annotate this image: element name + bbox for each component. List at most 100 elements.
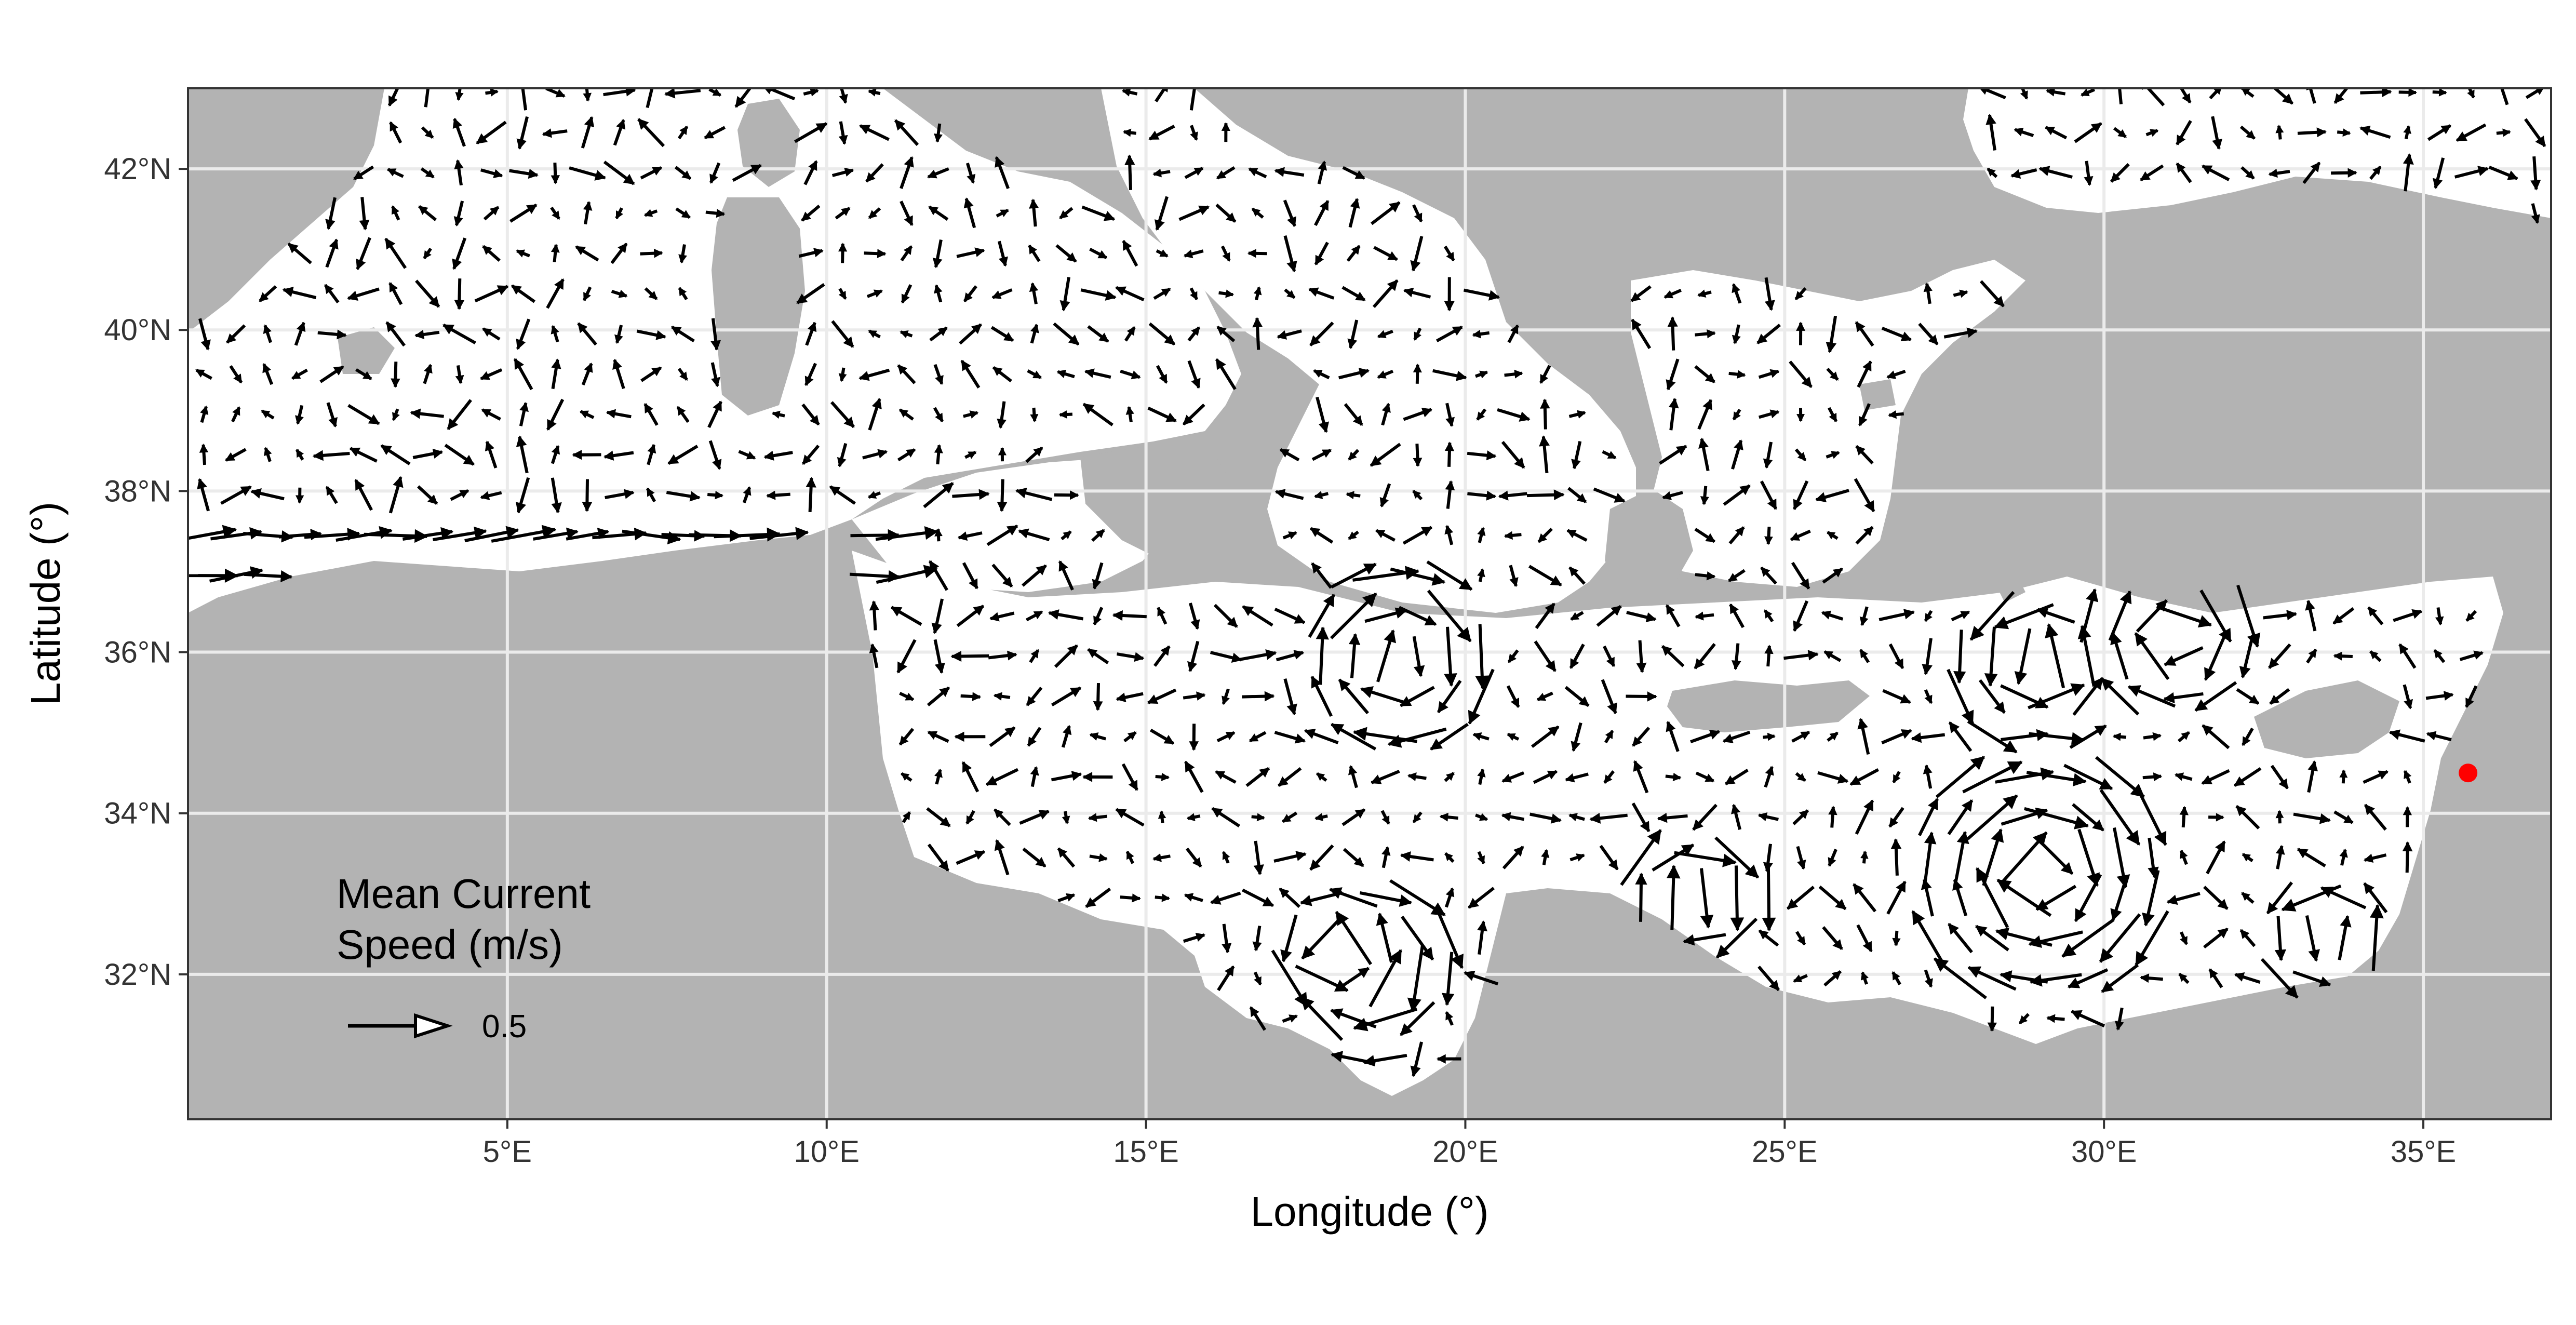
current-arrow-head <box>810 88 819 97</box>
current-arrow-head <box>871 398 882 409</box>
current-arrow-head <box>222 525 237 539</box>
current-arrow-head <box>711 377 720 387</box>
current-arrow-head <box>2340 915 2352 928</box>
current-arrow-head <box>2334 93 2344 104</box>
current-arrow-head <box>643 209 653 217</box>
current-arrow-head <box>1987 1022 1997 1032</box>
current-arrow-head <box>616 119 626 130</box>
current-arrow-head <box>618 243 627 253</box>
y-tick-label: 36°N <box>104 636 171 670</box>
current-arrow-head <box>2142 912 2155 927</box>
current-arrow-head <box>2003 795 2018 809</box>
current-arrow-head <box>678 254 687 264</box>
current-arrow-head <box>1400 851 1411 862</box>
current-arrow-head <box>440 527 454 540</box>
current-arrow-head <box>514 358 525 370</box>
current-arrow-head <box>1097 250 1108 259</box>
current-arrow-head <box>681 210 691 219</box>
current-arrow-head <box>1249 733 1259 742</box>
current-arrow-head <box>2403 125 2411 134</box>
current-arrow-head <box>455 374 464 384</box>
current-arrow-head <box>1027 737 1037 747</box>
current-arrow-head <box>801 211 811 221</box>
current-arrow-head <box>296 449 304 458</box>
current-arrow-head <box>648 291 658 300</box>
current-arrow-head <box>838 243 848 252</box>
current-arrow-head <box>2347 168 2357 178</box>
current-arrow-head <box>2209 968 2218 979</box>
islands <box>338 99 2399 758</box>
current-arrow-head <box>575 246 586 256</box>
current-arrow-head <box>1764 645 1774 654</box>
current-arrow-head <box>2381 88 2392 98</box>
current-arrow-head <box>1134 652 1145 662</box>
current-arrow-head <box>519 401 529 412</box>
current-arrow-head <box>1058 410 1067 419</box>
current-arrow-head <box>1672 772 1682 782</box>
island-mallorca <box>338 327 395 374</box>
current-arrow-head <box>841 207 851 216</box>
current-arrow-head <box>1252 317 1263 328</box>
current-arrow-head <box>1731 804 1741 814</box>
current-arrow-head <box>2110 908 2122 921</box>
legend-title-line1: Mean Current <box>337 871 591 917</box>
current-arrow-head <box>1886 370 1897 379</box>
current-arrow <box>2309 88 2316 104</box>
current-arrow-head <box>1540 398 1550 409</box>
current-arrow-head <box>1159 373 1168 384</box>
current-arrow-head <box>612 358 622 370</box>
current-arrow-head <box>1352 415 1363 426</box>
current-arrow-head <box>810 414 820 426</box>
current-arrow-head <box>1282 814 1292 822</box>
current-arrow-head <box>584 363 593 373</box>
current-arrow-head <box>226 333 237 344</box>
current-arrow-head <box>1640 821 1649 833</box>
current-arrow-head <box>837 457 847 467</box>
current-arrow-head <box>890 606 903 617</box>
current-arrow-head <box>1410 1065 1421 1077</box>
current-arrow-head <box>1479 370 1488 379</box>
current-arrow-head <box>1912 910 1925 926</box>
current-arrow-head <box>455 92 464 101</box>
current-arrow-head <box>2003 740 2018 753</box>
current-arrow-head <box>2140 973 2150 983</box>
current-arrow-head <box>2099 778 2113 789</box>
current-arrow-head <box>1304 729 1316 739</box>
current-arrow-head <box>1862 360 1872 372</box>
current-arrow-head <box>1316 772 1325 781</box>
current-arrow-head <box>1216 326 1227 336</box>
current-arrow-head <box>2014 671 2028 685</box>
current-arrow-head <box>393 476 404 488</box>
current-arrow-head <box>1604 774 1613 784</box>
current-arrow-head <box>1925 613 1933 622</box>
current-arrow-head <box>1363 564 1377 575</box>
current-arrow-head <box>1128 780 1138 791</box>
current-arrow-head <box>1318 160 1327 171</box>
current-arrow-head <box>551 358 561 369</box>
current-arrow-head <box>997 418 1007 429</box>
current-arrow-head <box>1545 660 1556 672</box>
current-arrow-head <box>763 450 774 461</box>
current-arrow-head <box>454 159 464 170</box>
current-arrow-head <box>547 419 557 431</box>
current-arrow-head <box>392 205 399 215</box>
current-arrow-head <box>1488 290 1500 301</box>
current-arrow-head <box>899 409 909 418</box>
current-arrow-head <box>392 412 400 421</box>
current-arrow-head <box>1316 626 1329 640</box>
current-arrow-head <box>1035 856 1046 867</box>
current-arrow-head <box>380 445 392 456</box>
current-arrow-head <box>197 478 207 490</box>
current-arrow-head <box>1732 283 1740 293</box>
current-arrow-head <box>1116 692 1126 702</box>
current-arrow-head <box>225 452 236 461</box>
current-arrow-head <box>295 415 304 425</box>
current-arrow-head <box>1857 718 1868 730</box>
current-arrow-head <box>1192 857 1202 868</box>
island-crete <box>1667 680 1870 732</box>
current-arrow-head <box>1513 846 1524 857</box>
current-arrow-head <box>616 210 624 220</box>
current-arrow-head <box>713 400 722 412</box>
current-arrow-head <box>1185 760 1195 773</box>
current-arrow-head <box>934 444 943 453</box>
